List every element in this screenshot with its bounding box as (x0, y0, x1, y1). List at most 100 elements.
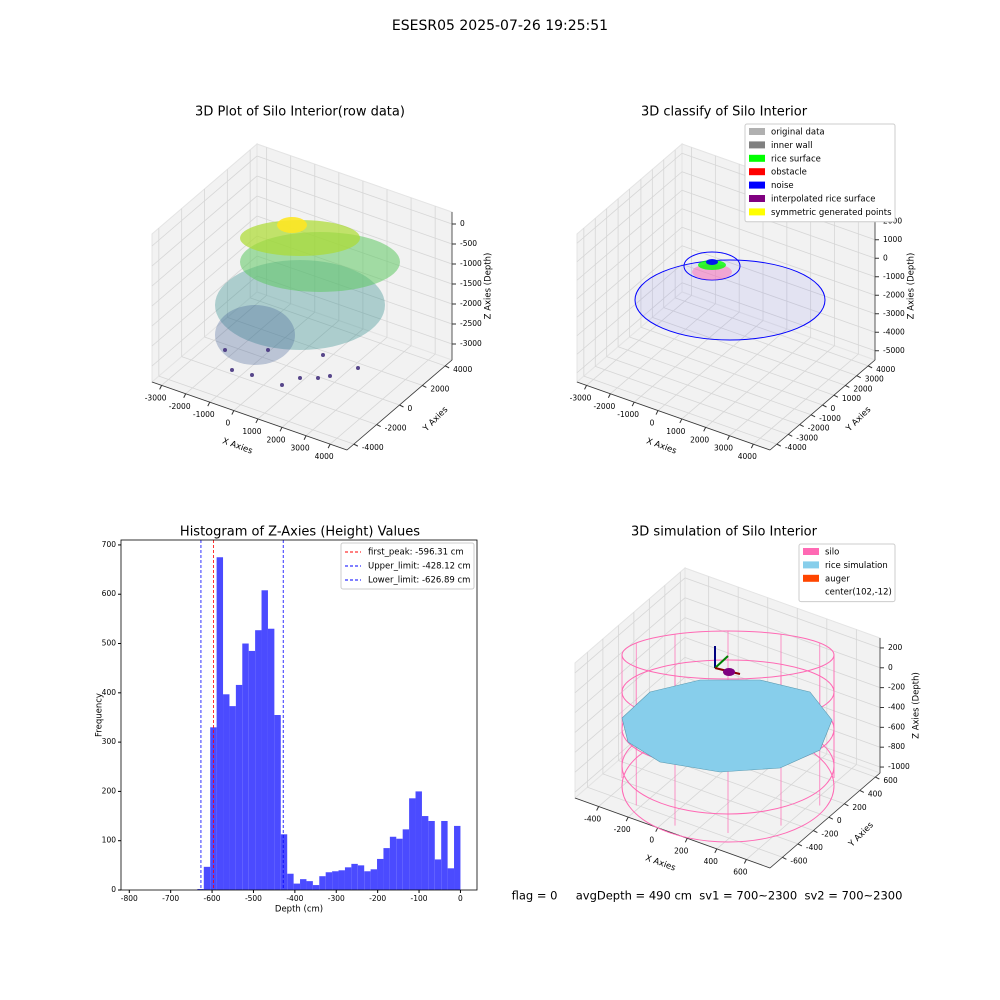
rice-surface (621, 679, 833, 773)
grid-line (684, 637, 881, 708)
x-tick-label: 0 (458, 894, 463, 903)
z-tick-label: 0 (883, 253, 888, 262)
y-tick-label: -3000 (796, 433, 818, 442)
z-tick-label: 0 (888, 663, 893, 672)
y-tick-label: -200 (821, 830, 838, 839)
z-tick-label: -2000 (883, 290, 905, 299)
bar (235, 684, 243, 890)
x-axis-label: X Axies (221, 436, 254, 456)
grid-line (681, 189, 876, 259)
x-tick-label: -1000 (617, 410, 639, 419)
grid-line (227, 317, 423, 386)
status-footer: flag = 0 avgDepth = 490 cm sv1 = 700~230… (512, 889, 903, 903)
grid-line (652, 317, 846, 386)
tick-mark (353, 443, 359, 447)
grid-line (640, 326, 835, 396)
legend-label: Upper_limit: -428.12 cm (368, 562, 471, 572)
bar (338, 870, 345, 890)
tick-mark (607, 393, 611, 398)
grid-line (583, 375, 777, 445)
legend-label: inner wall (771, 141, 812, 151)
x-tick-label: 0 (649, 836, 654, 845)
y-tick-label: 700 (102, 540, 117, 549)
tick-mark (255, 418, 259, 424)
tick-mark (776, 443, 782, 447)
z-tick-label: -800 (888, 742, 905, 751)
tick-mark (799, 424, 804, 428)
x-tick-label: 600 (733, 868, 748, 877)
chart-title: 3D Plot of Silo Interior(row data) (195, 105, 405, 120)
bar (421, 816, 429, 890)
y-tick-label: 600 (883, 776, 898, 785)
cloud-shape (223, 348, 227, 352)
chart-title: 3D classify of Silo Interior (641, 105, 808, 120)
tick-mark (679, 418, 683, 424)
z-tick-label: 200 (888, 643, 903, 652)
y-tick-label: 0 (408, 404, 413, 413)
z-tick-label: 1000 (883, 235, 902, 244)
plot-frame (120, 539, 478, 891)
tick-mark (797, 843, 803, 847)
z-tick-label: -400 (888, 702, 905, 711)
tick-mark (828, 816, 834, 820)
z-axis-label: Z Axies (Depth) (484, 253, 494, 320)
tick-mark (231, 410, 235, 415)
x-axis-label: X Axies (645, 436, 678, 456)
x-axis-label: X Axies (644, 853, 677, 873)
y-tick-label: 0 (837, 816, 842, 825)
legend-frame (798, 543, 896, 603)
y-axis-label: Y Axies (846, 820, 876, 850)
axis-line (769, 772, 881, 869)
x-tick-label: -400 (584, 814, 601, 823)
y-tick-label: -600 (790, 856, 807, 865)
y-tick-label: -4000 (785, 443, 807, 452)
y-tick-label: -2000 (808, 424, 830, 433)
grid-line (574, 637, 686, 733)
tick-mark (782, 856, 787, 860)
tick-mark (833, 394, 839, 398)
tick-mark (859, 789, 865, 793)
chart-title: 3D simulation of Silo Interior (631, 525, 818, 540)
y-tick-label: 400 (102, 688, 117, 697)
grid-line (151, 155, 258, 247)
bar (377, 858, 384, 890)
bar (434, 859, 442, 890)
legend-swatch (803, 574, 819, 582)
x-tick-label: -400 (286, 894, 303, 903)
bar (325, 872, 333, 890)
grid-line (681, 245, 876, 315)
grid-line (576, 245, 683, 337)
legend-swatch (749, 141, 765, 149)
tick-mark (303, 435, 307, 440)
bar (402, 829, 410, 890)
grid-line (576, 282, 683, 374)
bar (287, 873, 294, 890)
z-tick-label: -2500 (460, 319, 482, 328)
cloud-shape (250, 373, 254, 377)
tick-mark (399, 404, 404, 408)
z-tick-label: -2000 (460, 299, 482, 308)
z-tick-label: -4000 (883, 327, 905, 336)
x-tick-label: -3000 (570, 393, 592, 402)
y-tick-label: 200 (102, 786, 117, 795)
legend-swatch (749, 195, 765, 202)
tick-mark (822, 404, 827, 408)
legend-label: noise (771, 181, 794, 191)
grid-line (576, 189, 683, 281)
grid-line (158, 375, 354, 445)
x-tick-label: 400 (704, 857, 719, 866)
legend-label: original data (771, 128, 825, 138)
y-tick-label: 600 (102, 589, 117, 598)
y-axis-label: Y Axies (421, 405, 451, 435)
grid-line (181, 356, 377, 425)
bar (229, 706, 236, 890)
x-tick-label: 0 (650, 419, 655, 428)
x-tick-label: 4000 (315, 452, 334, 461)
z-tick-label: -200 (888, 683, 905, 692)
grid-line (681, 208, 876, 278)
cloud-shape (215, 305, 295, 365)
cloud-shape (328, 374, 332, 378)
x-tick-label: 0 (225, 419, 230, 428)
bar (274, 715, 281, 890)
